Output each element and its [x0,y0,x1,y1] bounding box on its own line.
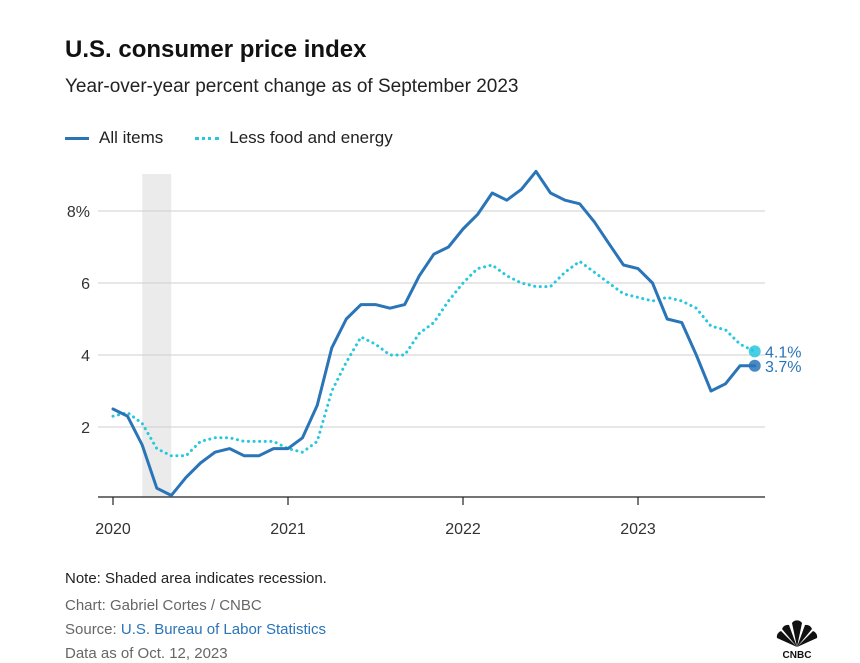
series-line-core [111,259,757,458]
y-tick-label: 6 [81,276,90,293]
legend-swatch-solid [65,136,89,140]
legend-label-core: Less food and energy [229,128,393,147]
y-tick-label: 8% [67,204,90,221]
logo-wordmark: CNBC [783,650,812,660]
cpi-line-chart: 2 4 6 8% 2020 2021 2022 2023 3.7%4.1% [67,169,801,538]
y-tick-label: 2 [81,420,90,437]
recession-shade [142,174,172,497]
y-tick-label: 4 [81,348,90,365]
series-line-all-items [111,169,757,497]
chart-subtitle: Year-over-year percent change as of Sept… [65,76,519,97]
legend: All items Less food and energy [65,128,425,148]
legend-item-all-items: All items [65,128,163,148]
cnbc-peacock-logo: CNBC [775,620,819,660]
x-tick-label: 2022 [445,521,481,538]
footer-source: Source: U.S. Bureau of Labor Statistics [65,621,326,638]
legend-item-core: Less food and energy [195,128,393,148]
source-prefix: Source: [65,621,121,638]
chart-title: U.S. consumer price index [65,36,367,63]
source-link[interactable]: U.S. Bureau of Labor Statistics [120,621,326,638]
footer-as-of: Data as of Oct. 12, 2023 [65,645,228,662]
x-tick-label: 2021 [270,521,306,538]
legend-swatch-dotted [195,136,220,140]
x-tick-label: 2020 [95,521,131,538]
end-label-core: 4.1% [765,344,801,361]
x-tick-label: 2023 [620,521,656,538]
legend-label-all-items: All items [99,128,164,147]
end-marker-all-items [748,359,761,372]
footer-credit: Chart: Gabriel Cortes / CNBC [65,597,262,614]
end-marker-core [748,345,761,358]
end-label-all-items: 3.7% [765,359,801,376]
footer-note: Note: Shaded area indicates recession. [65,570,327,587]
